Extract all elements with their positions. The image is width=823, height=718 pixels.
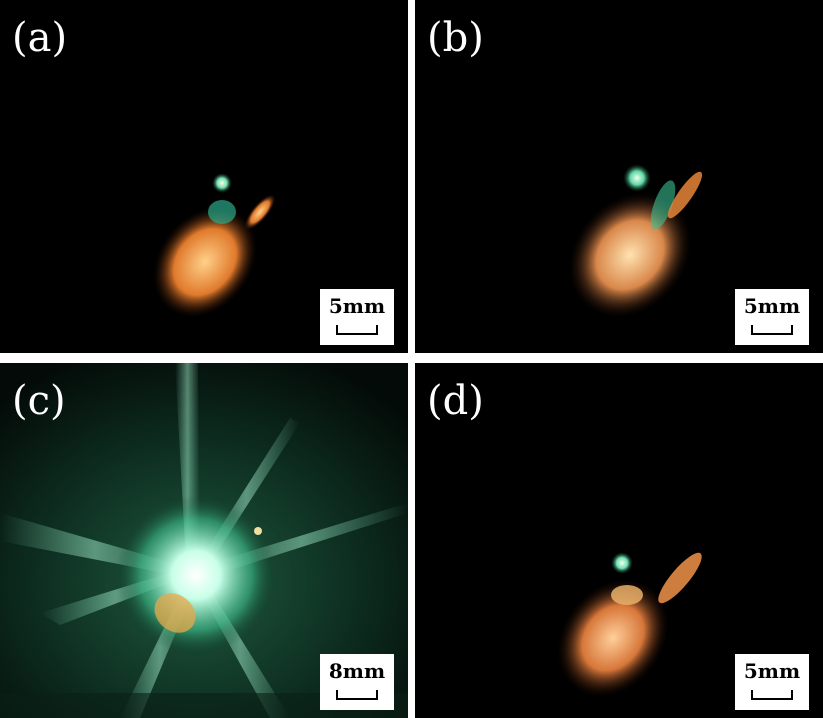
scale-bar-box: 5mm [735, 654, 809, 710]
scale-bar-label: 5mm [328, 294, 386, 318]
arc-photo-b [568, 164, 703, 318]
panel-b: (b) 5mm [415, 0, 823, 353]
panel-label: (b) [427, 15, 484, 61]
scale-bar-box: 5mm [320, 289, 394, 345]
panel-c: (c) 8mm [0, 363, 408, 718]
scale-bar-box: 5mm [735, 289, 809, 345]
scale-bar-icon [751, 325, 793, 335]
panel-label: (d) [427, 378, 484, 424]
panel-label: (a) [12, 15, 68, 61]
scale-bar-label: 8mm [328, 659, 386, 683]
scale-bar-icon [751, 690, 793, 700]
panel-a: (a) 5mm [0, 0, 408, 353]
scale-bar-icon [336, 325, 378, 335]
scale-bar-box: 8mm [320, 654, 394, 710]
scale-bar-icon [336, 690, 378, 700]
panel-d: (d) 5mm [415, 363, 823, 718]
panel-label: (c) [12, 378, 66, 424]
arc-photo-c [0, 363, 408, 718]
scale-bar-label: 5mm [743, 294, 801, 318]
arc-photo-a [153, 173, 276, 318]
scale-bar-label: 5mm [743, 659, 801, 683]
arc-photo-d [557, 552, 702, 698]
